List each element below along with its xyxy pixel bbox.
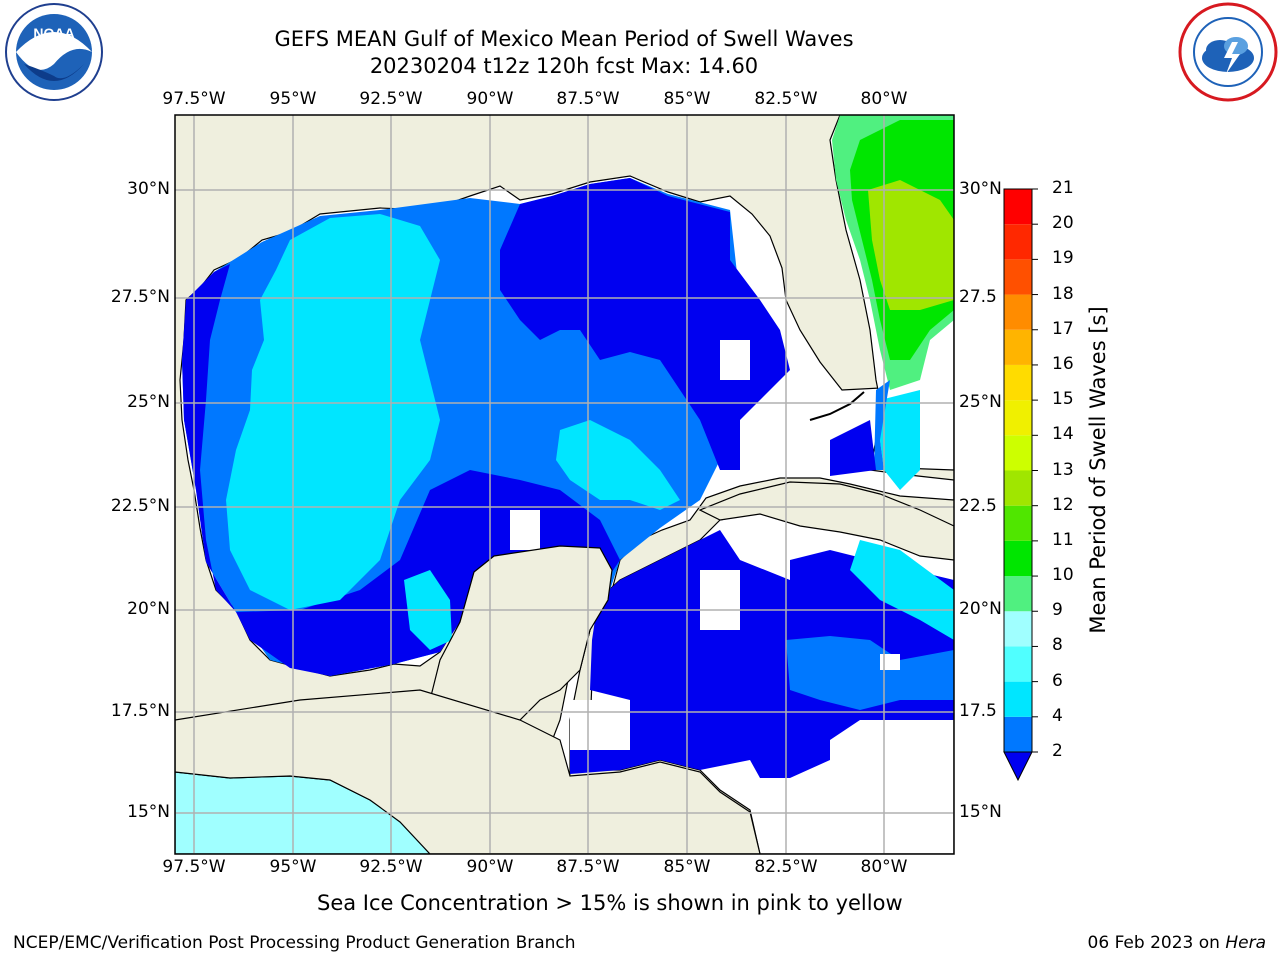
florida-keys <box>809 391 865 421</box>
swell-band-2-4-caribbean <box>786 636 954 710</box>
map-title: GEFS MEAN Gulf of Mexico Mean Period of … <box>274 27 854 51</box>
swell-band-4-6-caribbean <box>850 540 954 640</box>
swell-band-0-2-gulf-east <box>500 178 790 470</box>
colorbar-tick-label: 18 <box>1052 283 1074 304</box>
lat-tick-right: 25°N <box>959 392 1002 412</box>
lat-tick-left: 20°N <box>127 599 170 619</box>
footer-branch: NCEP/EMC/Verification Post Processing Pr… <box>13 933 576 953</box>
colorbar-tick-label: 17 <box>1052 318 1074 339</box>
colorbar-tick-label: 14 <box>1052 424 1074 445</box>
footer-date: 06 Feb 2023 on Hera <box>1088 933 1266 953</box>
swell-band-4-6-atlantic-south <box>880 390 920 490</box>
lon-tick-top: 82.5°W <box>754 89 818 109</box>
no-data-patch <box>790 374 818 404</box>
colorbar-tick-label: 13 <box>1052 459 1074 480</box>
colorbar-segment <box>1004 576 1032 612</box>
lon-tick-bottom: 95°W <box>269 857 317 877</box>
lat-tick-right: 17.5 <box>959 701 997 721</box>
lon-tick-top: 87.5°W <box>556 89 620 109</box>
lon-tick-top: 97.5°W <box>162 89 226 109</box>
colorbar-segment <box>1004 364 1032 401</box>
no-data-patch <box>880 654 900 670</box>
swell-band-12-14-atlantic <box>868 180 954 310</box>
swell-band-4-6-gulf <box>226 214 440 610</box>
footer-machine: Hera <box>1225 933 1266 953</box>
colorbar-segment <box>1004 540 1032 577</box>
lon-tick-top: 95°W <box>269 89 317 109</box>
lon-tick-bottom: 82.5°W <box>754 857 818 877</box>
swell-band-0-2-gulf-west <box>182 264 236 612</box>
colorbar-segment <box>1004 470 1032 506</box>
colorbar-tick-label: 4 <box>1052 705 1063 726</box>
lat-tick-right: 30°N <box>959 179 1002 199</box>
nws-logo-icon <box>1178 2 1278 102</box>
lon-tick-top: 92.5°W <box>359 89 423 109</box>
colorbar-tick-label: 12 <box>1052 494 1074 515</box>
colorbar <box>1003 188 1038 782</box>
lat-tick-right: 27.5 <box>959 287 997 307</box>
colorbar-tick-label: 2 <box>1052 741 1063 761</box>
no-data-patch <box>510 510 540 550</box>
lon-tick-bottom: 87.5°W <box>556 857 620 877</box>
colorbar-tick-label: 8 <box>1052 635 1063 656</box>
colorbar-tick-label: 9 <box>1052 600 1063 621</box>
lat-tick-right: 22.5 <box>959 496 997 516</box>
no-data-patch <box>570 700 630 750</box>
svg-text:NOAA: NOAA <box>33 25 74 41</box>
graticule <box>175 115 954 854</box>
colorbar-tick-label: 15 <box>1052 389 1074 410</box>
swell-band-4-6-yucatan-channel <box>556 420 680 510</box>
colorbar-tick-label: 20 <box>1052 213 1074 234</box>
colorbar-segment <box>1004 294 1032 330</box>
colorbar-segment <box>1004 611 1032 647</box>
colorbar-segment <box>1004 646 1032 682</box>
lat-tick-right: 20°N <box>959 599 1002 619</box>
lon-tick-top: 90°W <box>466 89 514 109</box>
colorbar-segment <box>1004 259 1032 295</box>
lon-tick-bottom: 92.5°W <box>359 857 423 877</box>
colorbar-segment <box>1004 435 1032 471</box>
swell-band-0-2-bahamas <box>830 420 876 476</box>
lat-tick-left: 25°N <box>127 392 170 412</box>
lon-tick-top: 80°W <box>860 89 908 109</box>
lon-tick-bottom: 80°W <box>860 857 908 877</box>
lat-tick-left: 30°N <box>127 179 170 199</box>
colorbar-tick-label: 21 <box>1052 178 1074 198</box>
swell-band-0-2-caribbean <box>570 530 954 778</box>
colorbar-segment <box>1004 681 1032 717</box>
colorbar-title: Mean Period of Swell Waves [s] <box>1086 306 1110 634</box>
colorbar-extend-min <box>1003 751 1033 782</box>
cuba-land <box>698 481 954 561</box>
colorbar-segment <box>1004 505 1032 541</box>
noaa-logo-icon: NOAA <box>5 3 103 101</box>
colorbar-tick-label: 11 <box>1052 529 1074 550</box>
colorbar-tick-label: 16 <box>1052 353 1074 374</box>
colorbar-segment <box>1004 224 1032 260</box>
lon-tick-bottom: 85°W <box>663 857 711 877</box>
colorbar-tick-label: 19 <box>1052 248 1074 269</box>
footer-date-text: 06 Feb 2023 on <box>1087 933 1226 953</box>
lon-tick-bottom: 90°W <box>466 857 514 877</box>
colorbar-segment <box>1004 189 1032 225</box>
sea-ice-caption: Sea Ice Concentration > 15% is shown in … <box>317 891 903 915</box>
lat-tick-left: 15°N <box>127 802 170 822</box>
lon-tick-bottom: 97.5°W <box>162 857 226 877</box>
colorbar-tick-label: 6 <box>1052 670 1063 691</box>
map-frame <box>174 114 955 855</box>
yucatan-land <box>429 545 613 721</box>
colorbar-segment <box>1004 329 1032 365</box>
colorbar-segment <box>1004 400 1032 436</box>
map-subtitle: 20230204 t12z 120h fcst Max: 14.60 <box>369 54 759 78</box>
no-data-patch <box>720 340 750 380</box>
lat-tick-left: 27.5°N <box>110 287 170 307</box>
lat-tick-right: 15°N <box>959 802 1002 822</box>
lat-tick-left: 17.5°N <box>110 701 170 721</box>
no-data-patch <box>700 570 740 630</box>
lat-tick-left: 22.5°N <box>110 496 170 516</box>
lon-tick-top: 85°W <box>663 89 711 109</box>
colorbar-segment <box>1004 716 1032 752</box>
colorbar-tick-label: 10 <box>1052 565 1074 586</box>
